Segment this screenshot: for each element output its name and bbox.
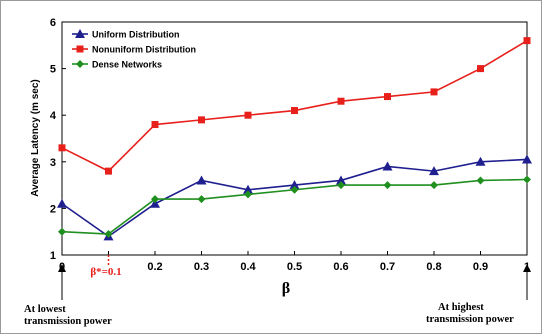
lowest-power-label-line2: transmission power (24, 316, 112, 327)
y-tick-label: 3 (50, 157, 56, 169)
data-point-uniform-distribution (243, 184, 253, 194)
x-tick-label: 0.6 (333, 261, 348, 273)
x-tick-label: 0.4 (240, 261, 256, 273)
data-point-uniform-distribution (150, 198, 160, 208)
legend-item-dense-networks: Dense Networks (72, 60, 162, 70)
data-point-nonuniform-distribution (337, 97, 345, 105)
x-axis-label: β (282, 280, 290, 297)
series-nonuniform-distribution (58, 37, 531, 175)
beta-star-label: β*=0.1 (90, 266, 121, 278)
y-axis-ticks: 1 2 3 4 5 6 (50, 17, 66, 262)
data-point-nonuniform-distribution (58, 144, 66, 152)
legend-item-nonuniform-distribution: Nonuniform Distribution (72, 45, 196, 55)
data-point-nonuniform-distribution (151, 121, 159, 129)
y-tick-label: 5 (50, 64, 56, 76)
legend-label: Uniform Distribution (92, 30, 180, 40)
legend-label: Nonuniform Distribution (92, 45, 196, 55)
data-point-uniform-distribution (429, 166, 439, 176)
series-dense-networks (58, 175, 531, 239)
legend-item-uniform-distribution: Uniform Distribution (72, 29, 180, 40)
y-tick-label: 2 (50, 203, 56, 215)
data-point-dense-networks (430, 181, 438, 190)
x-tick-label: 0.2 (147, 261, 162, 273)
data-point-dense-networks (337, 181, 345, 190)
highest-power-label-line2: transmission power (426, 314, 514, 325)
data-point-nonuniform-distribution (477, 65, 484, 73)
x-tick-label: 0.7 (380, 261, 395, 273)
data-point-dense-networks (151, 195, 159, 204)
data-point-nonuniform-distribution (244, 111, 252, 119)
data-point-nonuniform-distribution (523, 37, 531, 45)
y-axis-label: Average Latency (m sec) (30, 79, 41, 196)
data-point-uniform-distribution (522, 154, 532, 164)
data-point-dense-networks (383, 181, 392, 190)
data-point-uniform-distribution (336, 175, 346, 185)
y-tick-label: 6 (50, 17, 56, 29)
data-point-dense-networks (104, 230, 113, 239)
data-point-dense-networks (290, 185, 299, 194)
legend-marker (75, 29, 85, 38)
data-point-uniform-distribution (475, 156, 486, 166)
x-tick-label: 0.9 (473, 261, 488, 273)
series-uniform-distribution (57, 154, 532, 241)
x-axis-ticks: 0 0.2 0.3 0.4 0.5 0.6 0.7 0.8 0.9 1 (59, 251, 530, 273)
y-tick-label: 4 (50, 110, 57, 122)
data-point-nonuniform-distribution (198, 116, 205, 124)
x-tick-label: 0.3 (194, 261, 209, 273)
data-point-dense-networks (244, 190, 252, 199)
chart-legend: Uniform Distribution Nonuniform Distribut… (72, 29, 196, 70)
series-layer (57, 37, 532, 241)
data-point-uniform-distribution (57, 198, 67, 208)
data-point-uniform-distribution (289, 180, 300, 190)
plot-area (61, 21, 528, 256)
data-point-dense-networks (523, 175, 531, 184)
data-point-dense-networks (476, 176, 485, 185)
x-tick-label: 0.8 (426, 261, 441, 273)
lowest-power-label-line1: At lowest (24, 304, 66, 315)
data-point-nonuniform-distribution (105, 167, 112, 175)
data-point-nonuniform-distribution (430, 88, 438, 96)
data-point-uniform-distribution (382, 161, 393, 171)
data-point-dense-networks (58, 227, 66, 236)
data-point-nonuniform-distribution (384, 93, 391, 101)
data-point-dense-networks (197, 195, 206, 204)
x-tick-label: 0.5 (287, 261, 302, 273)
highest-power-label-line1: At highest (438, 302, 484, 313)
data-point-nonuniform-distribution (291, 107, 298, 115)
data-point-uniform-distribution (196, 175, 207, 185)
y-tick-label: 1 (50, 250, 56, 262)
legend-marker (76, 60, 84, 68)
legend-label: Dense Networks (92, 60, 162, 70)
legend-marker (76, 45, 84, 53)
